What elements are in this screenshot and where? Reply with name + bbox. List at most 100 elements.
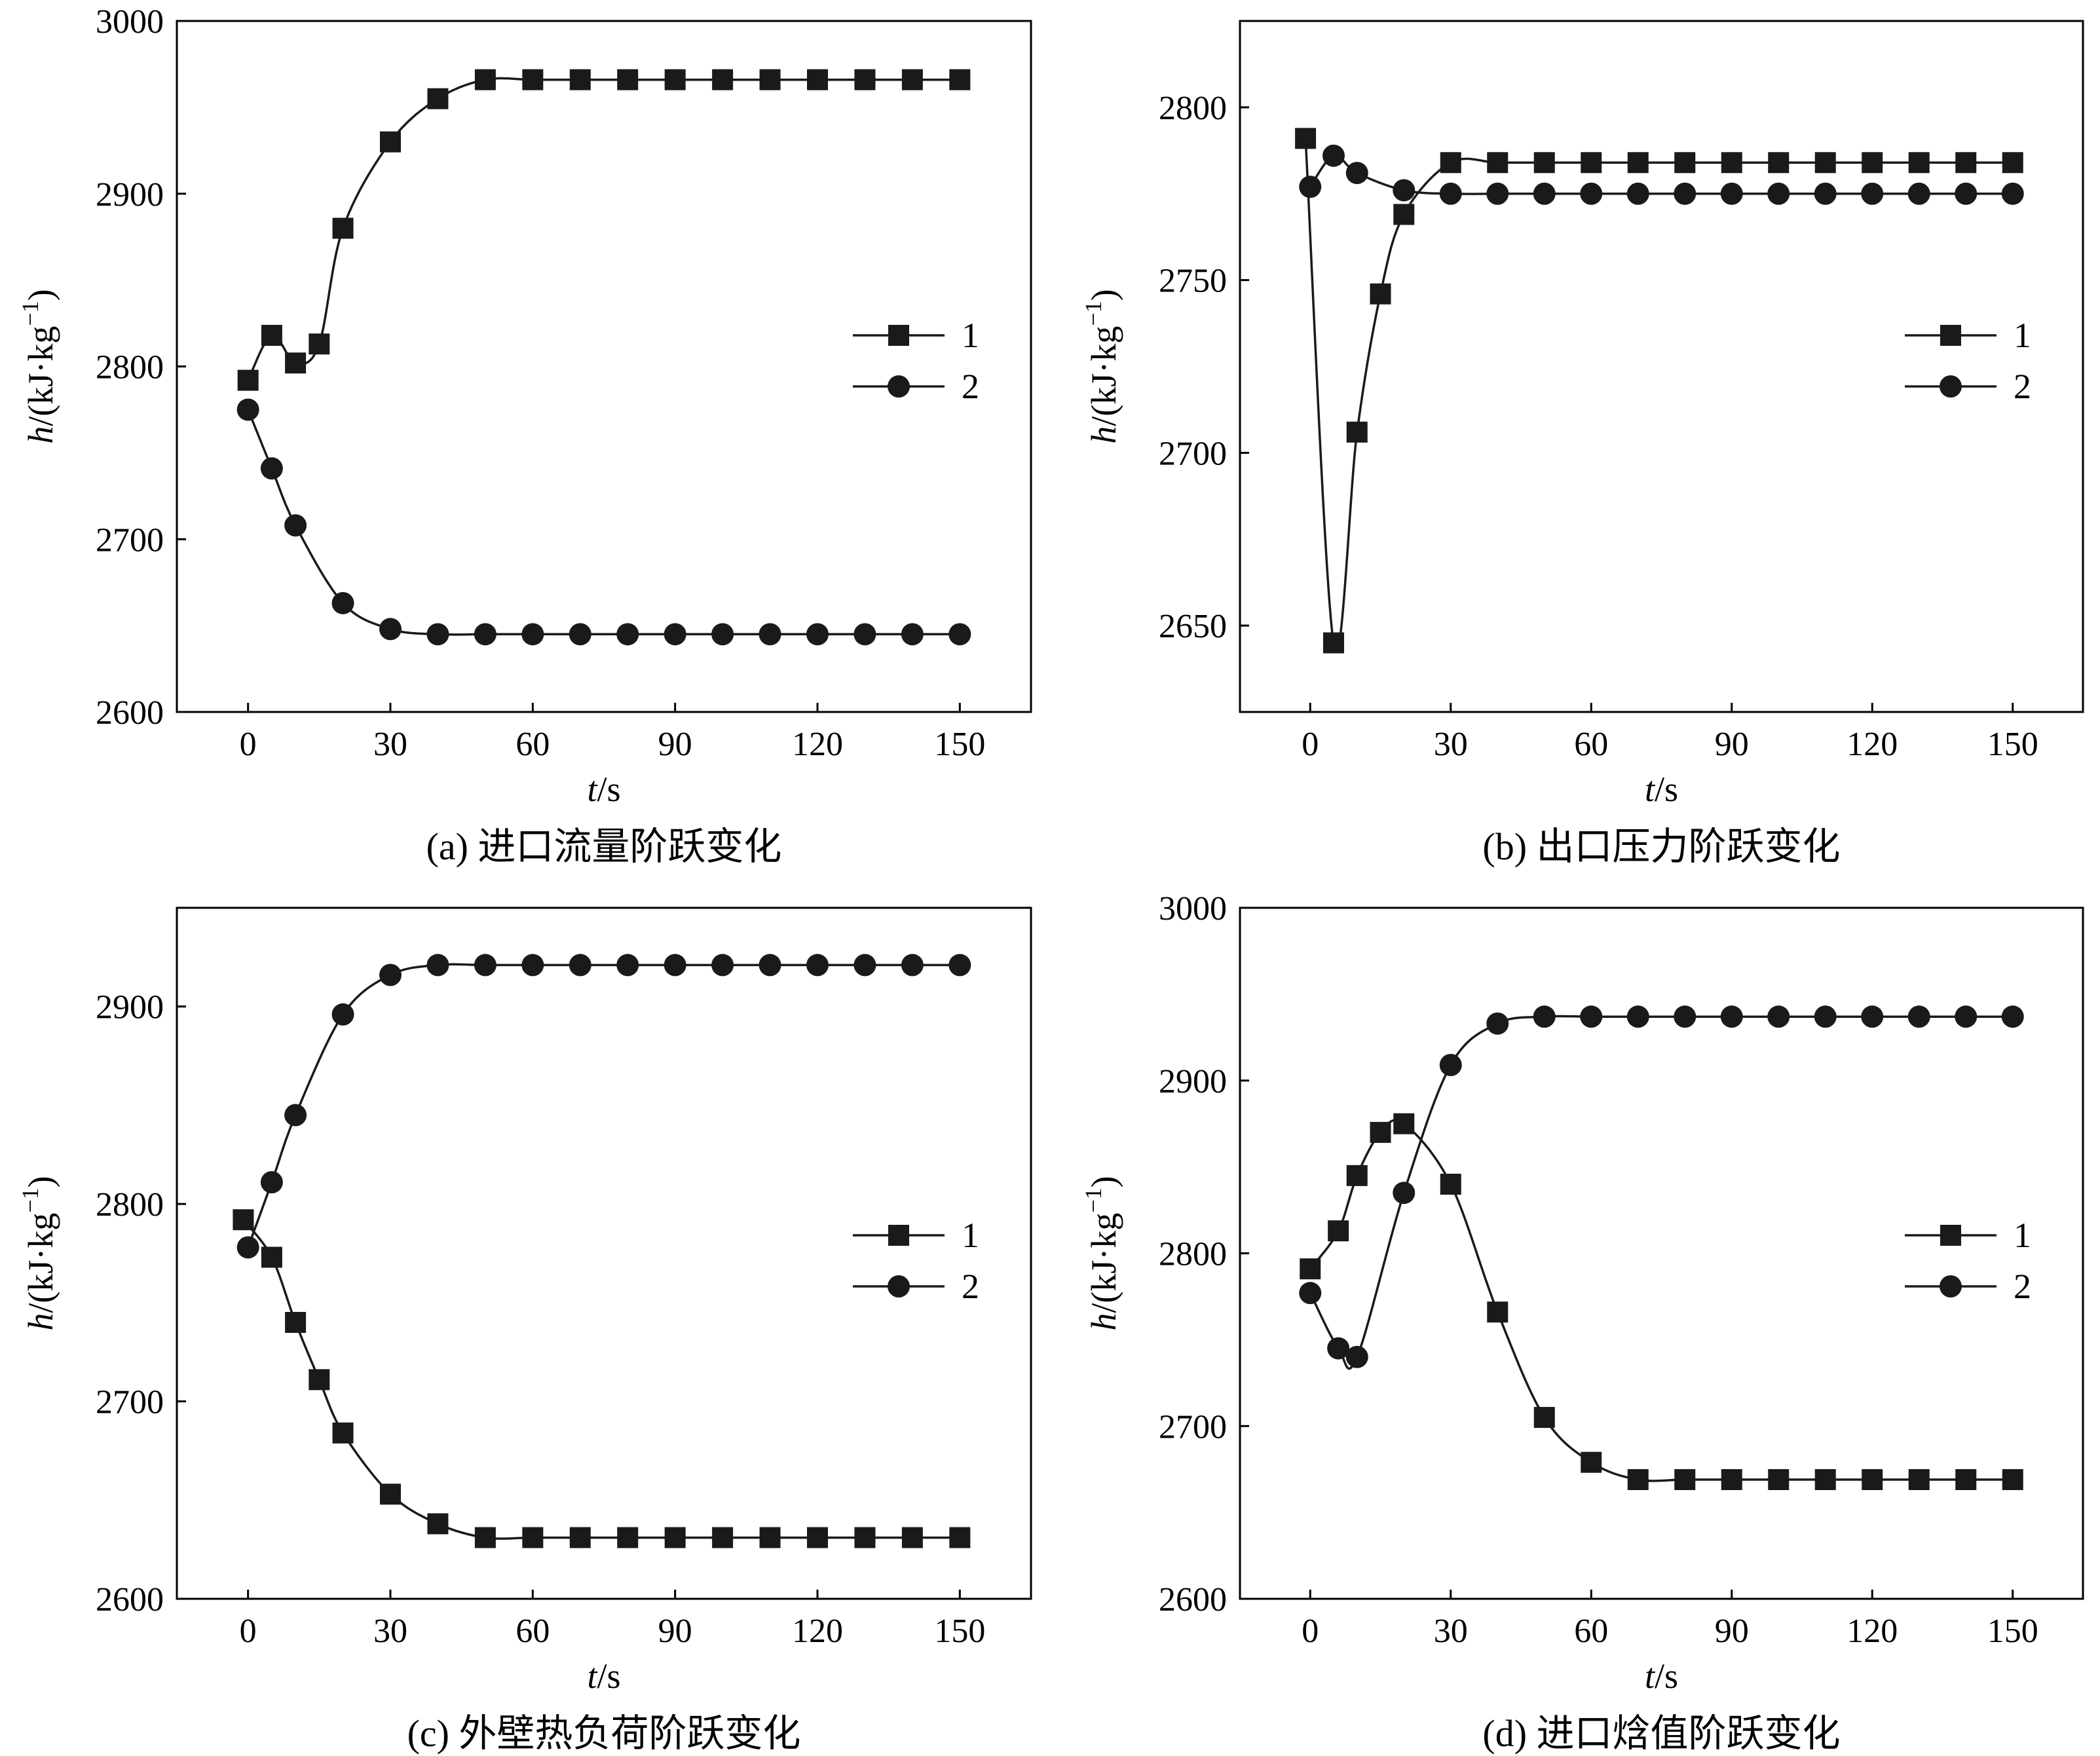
data-point bbox=[948, 954, 971, 977]
data-point bbox=[1862, 152, 1883, 174]
data-point bbox=[1721, 1469, 1742, 1491]
data-point bbox=[521, 623, 544, 646]
legend-marker bbox=[888, 1275, 910, 1298]
data-point bbox=[1533, 182, 1556, 205]
series-line bbox=[1309, 154, 2013, 195]
data-point bbox=[522, 69, 544, 90]
y-tick-label: 3000 bbox=[96, 3, 164, 41]
data-point bbox=[1323, 632, 1344, 654]
data-point bbox=[1721, 152, 1742, 174]
data-point bbox=[711, 623, 734, 646]
data-point bbox=[379, 963, 402, 986]
series-line bbox=[1304, 138, 2013, 652]
x-tick-label: 120 bbox=[1847, 726, 1898, 763]
data-point bbox=[284, 514, 307, 537]
series-2 bbox=[236, 398, 971, 646]
data-point bbox=[1861, 1005, 1884, 1028]
legend-entry-2: 2 bbox=[1905, 1267, 2031, 1306]
data-point bbox=[426, 623, 449, 646]
x-tick-label: 60 bbox=[1574, 1613, 1608, 1650]
y-tick-label: 2700 bbox=[96, 1384, 164, 1421]
data-point bbox=[901, 69, 923, 90]
data-point bbox=[1345, 1345, 1368, 1368]
data-point bbox=[948, 623, 971, 646]
data-point bbox=[664, 623, 686, 646]
data-point bbox=[2002, 1469, 2023, 1491]
x-tick-label: 150 bbox=[934, 1613, 985, 1650]
data-point bbox=[569, 954, 591, 977]
legend-entry-2: 2 bbox=[1905, 367, 2031, 406]
data-point bbox=[901, 954, 924, 977]
legend-entry-2: 2 bbox=[853, 1267, 979, 1306]
data-point bbox=[2002, 152, 2023, 174]
legend-label: 2 bbox=[2014, 367, 2031, 406]
x-tick-label: 60 bbox=[516, 1613, 550, 1650]
data-point bbox=[1768, 152, 1790, 174]
data-point bbox=[1393, 179, 1416, 202]
data-point bbox=[1346, 421, 1368, 443]
legend-label: 1 bbox=[2014, 316, 2031, 355]
y-tick-label: 2650 bbox=[1159, 608, 1227, 645]
data-point bbox=[261, 325, 282, 346]
data-point bbox=[759, 1527, 781, 1548]
data-point bbox=[1814, 182, 1837, 205]
x-axis-label: t/s bbox=[587, 1656, 620, 1696]
y-axis-label: h/(kJ·kg−1) bbox=[17, 289, 60, 443]
y-tick-label: 2900 bbox=[1159, 1063, 1227, 1100]
data-point bbox=[522, 1527, 544, 1548]
y-tick-label: 2800 bbox=[1159, 1236, 1227, 1273]
chart-panel-3: 0 30 60 90 120 150 2600 2700 2800 2900 t/s h/(kJ·kg… bbox=[17, 906, 1032, 1755]
x-tick-label: 0 bbox=[1302, 726, 1319, 763]
y-tick-label: 2700 bbox=[96, 521, 164, 559]
series-line bbox=[247, 963, 960, 1248]
data-point bbox=[1299, 1282, 1322, 1305]
data-point bbox=[1861, 182, 1884, 205]
y-tick-label: 2600 bbox=[96, 694, 164, 732]
data-point bbox=[1393, 1182, 1416, 1205]
data-point bbox=[285, 352, 307, 374]
data-point bbox=[1393, 1113, 1415, 1134]
legend-marker bbox=[1940, 1225, 1961, 1246]
data-point bbox=[901, 1527, 923, 1548]
legend-entry-1: 1 bbox=[853, 1216, 979, 1255]
data-point bbox=[1370, 283, 1391, 305]
x-tick-label: 60 bbox=[1574, 726, 1608, 763]
data-point bbox=[474, 954, 497, 977]
data-point bbox=[1440, 152, 1461, 174]
legend-entry-2: 2 bbox=[853, 367, 979, 406]
data-point bbox=[1345, 162, 1368, 185]
data-point bbox=[712, 69, 734, 90]
data-point bbox=[617, 1527, 639, 1548]
data-point bbox=[1486, 1012, 1509, 1035]
x-tick-label: 0 bbox=[1302, 1613, 1319, 1650]
data-point bbox=[285, 1312, 307, 1333]
data-point bbox=[1767, 1005, 1790, 1028]
data-point bbox=[474, 69, 496, 90]
data-point bbox=[853, 623, 876, 646]
data-point bbox=[1299, 176, 1322, 198]
x-axis-label: t/s bbox=[1645, 770, 1678, 809]
x-tick-label: 30 bbox=[373, 726, 407, 763]
data-point bbox=[1674, 1469, 1696, 1491]
data-point bbox=[759, 623, 781, 646]
data-point bbox=[1295, 128, 1317, 149]
x-axis-label: t/s bbox=[587, 770, 620, 809]
data-point bbox=[664, 1527, 686, 1548]
x-tick-label: 90 bbox=[658, 726, 692, 763]
data-point bbox=[237, 369, 259, 391]
data-point bbox=[854, 1527, 876, 1548]
series-2 bbox=[1299, 1005, 2024, 1370]
x-tick-label: 150 bbox=[1987, 1613, 2038, 1650]
data-point bbox=[1581, 1451, 1602, 1473]
data-point bbox=[1327, 1337, 1350, 1360]
series-1 bbox=[1295, 128, 2023, 654]
data-point bbox=[332, 1422, 354, 1444]
data-point bbox=[236, 1236, 259, 1259]
y-tick-label: 2900 bbox=[96, 989, 164, 1026]
data-point bbox=[1908, 152, 1930, 174]
data-point bbox=[1581, 152, 1602, 174]
series-1 bbox=[1300, 1113, 2023, 1491]
data-point bbox=[1674, 152, 1696, 174]
data-point bbox=[807, 1527, 828, 1548]
data-point bbox=[1814, 1469, 1836, 1491]
